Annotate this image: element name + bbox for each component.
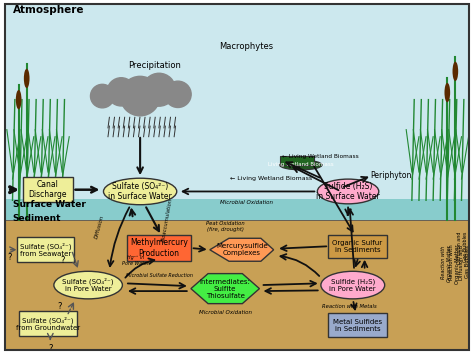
- Ellipse shape: [107, 78, 136, 106]
- Ellipse shape: [24, 69, 29, 88]
- Text: Sulfate (SO₄²⁻)
from Groundwater: Sulfate (SO₄²⁻) from Groundwater: [16, 317, 80, 331]
- Ellipse shape: [54, 271, 122, 299]
- Text: Sulfide (H₂S)
in Pore Water: Sulfide (H₂S) in Pore Water: [329, 278, 376, 292]
- Text: Reaction with Metals: Reaction with Metals: [322, 304, 377, 309]
- FancyBboxPatch shape: [19, 312, 76, 336]
- Text: Intermediates:
Sulfite
Thiosulfate: Intermediates: Sulfite Thiosulfate: [200, 279, 251, 299]
- Text: Mercurysulfide
Complexes: Mercurysulfide Complexes: [216, 243, 267, 256]
- FancyBboxPatch shape: [281, 157, 314, 165]
- FancyBboxPatch shape: [328, 313, 387, 337]
- Text: Periphyton: Periphyton: [370, 171, 411, 180]
- Text: Sediment: Sediment: [12, 214, 61, 224]
- Ellipse shape: [321, 271, 385, 299]
- FancyBboxPatch shape: [17, 237, 74, 262]
- Ellipse shape: [280, 160, 322, 170]
- Ellipse shape: [16, 90, 21, 109]
- Text: Sulfate (SO₄²⁻)
in Surface Water: Sulfate (SO₄²⁻) in Surface Water: [108, 182, 172, 201]
- Text: Diffusion and
Gas Bubbles: Diffusion and Gas Bubbles: [459, 245, 470, 279]
- Text: Sulfate (SO₄²⁻)
in Pore Water: Sulfate (SO₄²⁻) in Pore Water: [63, 278, 114, 292]
- Text: Bioaccumulation: Bioaccumulation: [160, 198, 173, 242]
- Text: Organic Sulfur
in Sediments: Organic Sulfur in Sediments: [332, 240, 383, 253]
- Ellipse shape: [143, 73, 175, 106]
- Ellipse shape: [91, 84, 114, 108]
- FancyBboxPatch shape: [5, 199, 469, 220]
- Text: ← Living Wetland Biomass: ← Living Wetland Biomass: [282, 154, 359, 159]
- Ellipse shape: [121, 88, 140, 107]
- Text: ?: ?: [8, 253, 12, 262]
- Text: Diffusion: Diffusion: [94, 214, 106, 239]
- Text: Peat Oxidation
(fire, drought): Peat Oxidation (fire, drought): [206, 221, 245, 232]
- FancyBboxPatch shape: [328, 235, 387, 258]
- Text: Hg²⁺ in
Pore Water: Hg²⁺ in Pore Water: [122, 255, 149, 266]
- Text: ?: ?: [48, 344, 53, 353]
- Text: Microbial Oxidation: Microbial Oxidation: [220, 200, 273, 205]
- Text: Macrophytes: Macrophytes: [219, 42, 273, 51]
- Ellipse shape: [103, 178, 177, 205]
- Text: Sulfate (SO₄²⁻)
from Seawater: Sulfate (SO₄²⁻) from Seawater: [20, 242, 72, 257]
- FancyBboxPatch shape: [5, 4, 469, 200]
- Ellipse shape: [318, 179, 379, 204]
- Text: Reaction with
Organic Matter: Reaction with Organic Matter: [449, 244, 460, 284]
- Ellipse shape: [445, 83, 450, 102]
- FancyBboxPatch shape: [127, 235, 191, 261]
- Text: Microbial Sulfate Reduction: Microbial Sulfate Reduction: [126, 273, 192, 278]
- Text: Microbial Oxidation: Microbial Oxidation: [199, 310, 252, 315]
- Text: Precipitation: Precipitation: [128, 61, 181, 69]
- Text: ← Living Wetland Biomass: ← Living Wetland Biomass: [230, 176, 313, 180]
- Text: Atmosphere: Atmosphere: [12, 5, 84, 15]
- Polygon shape: [191, 274, 259, 304]
- Polygon shape: [210, 238, 273, 261]
- Text: Reaction with
Organic Matter: Reaction with Organic Matter: [441, 246, 452, 282]
- Text: ?: ?: [57, 302, 62, 311]
- Ellipse shape: [164, 81, 191, 108]
- FancyBboxPatch shape: [23, 177, 73, 202]
- Ellipse shape: [139, 89, 160, 109]
- Ellipse shape: [453, 62, 458, 81]
- FancyBboxPatch shape: [5, 220, 469, 350]
- Text: Metal Sulfides
in Sediments: Metal Sulfides in Sediments: [333, 319, 382, 331]
- Ellipse shape: [120, 76, 160, 116]
- Text: Methylmercury
Production: Methylmercury Production: [130, 238, 188, 258]
- Text: Diffusion and
Gas Bubbles: Diffusion and Gas Bubbles: [457, 232, 468, 264]
- Text: Surface Water: Surface Water: [12, 200, 85, 209]
- Text: Living Wetland Biomass: Living Wetland Biomass: [268, 162, 334, 167]
- Text: Canal
Discharge: Canal Discharge: [29, 180, 67, 199]
- Text: ?: ?: [60, 256, 64, 265]
- Text: Sulfide (H₂S)
in Surface Water: Sulfide (H₂S) in Surface Water: [316, 182, 380, 201]
